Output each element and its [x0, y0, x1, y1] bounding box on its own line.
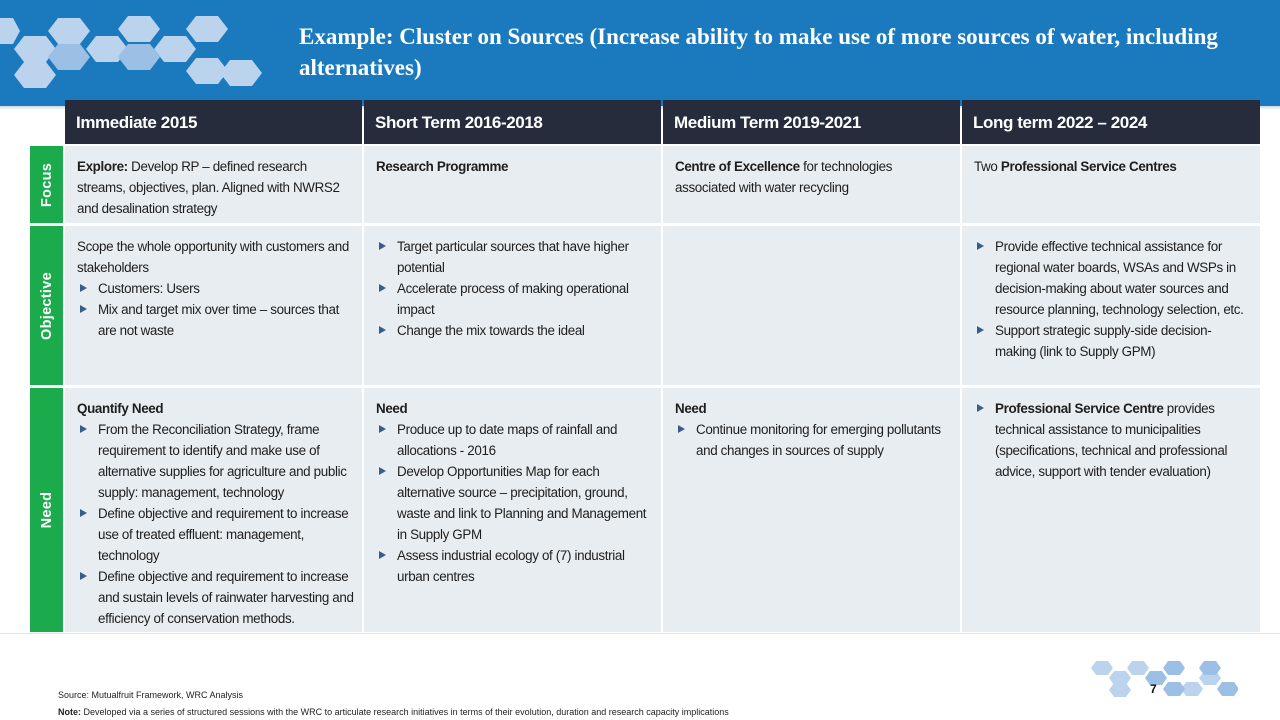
row-label-objective: Objective [30, 226, 63, 385]
source-note: Source: Mutualfruit Framework, WRC Analy… [58, 690, 244, 700]
list-item: Accelerate process of making operational… [376, 278, 653, 320]
list-item: Assess industrial ecology of (7) industr… [376, 545, 653, 587]
list-item: From the Reconciliation Strategy, frame … [77, 419, 354, 503]
hexagon-footer-decoration-icon [1091, 661, 1238, 697]
divider [0, 633, 1280, 634]
need-psc-text: provides technical assistance to municip… [995, 401, 1228, 479]
list-item: Customers: Users [77, 278, 354, 299]
row-label-text: Objective [38, 271, 55, 340]
objective-cell-short-term: Target particular sources that have high… [364, 226, 661, 385]
focus-cell-immediate: Explore: Develop RP – defined research s… [65, 146, 362, 223]
list-item: Change the mix towards the ideal [376, 320, 653, 341]
objective-intro: Scope the whole opportunity with custome… [77, 239, 349, 275]
list-item: Continue monitoring for emerging polluta… [675, 419, 952, 461]
need-heading: Need [675, 398, 952, 419]
footnote: Note: Developed via a series of structur… [58, 707, 729, 717]
column-header-medium-term: Medium Term 2019-2021 [663, 100, 960, 144]
list-item: Produce up to date maps of rainfall and … [376, 419, 653, 461]
row-label-text: Need [38, 491, 55, 529]
focus-cell-long-term: Two Professional Service Centres [962, 146, 1260, 223]
focus-cell-short-term: Research Programme [364, 146, 661, 223]
page-number: 7 [1150, 682, 1157, 696]
objective-cell-long-term: Provide effective technical assistance f… [962, 226, 1260, 385]
need-heading-text: Quantify Need [77, 401, 164, 416]
need-heading: Need [376, 398, 653, 419]
row-label-text: Focus [38, 162, 55, 207]
need-heading-text: Need [376, 401, 408, 416]
list-item: Define objective and requirement to incr… [77, 503, 354, 566]
need-cell-medium-term: Need Continue monitoring for emerging po… [663, 388, 960, 632]
focus-centre-of-excellence: Centre of Excellence [675, 159, 800, 174]
list-item: Target particular sources that have high… [376, 236, 653, 278]
column-header-short-term: Short Term 2016-2018 [364, 100, 661, 144]
note-label: Note: [58, 707, 81, 717]
column-header-immediate: Immediate 2015 [65, 100, 362, 144]
column-header-long-term: Long term 2022 – 2024 [962, 100, 1260, 144]
need-heading: Quantify Need [77, 398, 354, 419]
focus-professional-service-centres: Professional Service Centres [1000, 159, 1177, 174]
list-item: Provide effective technical assistance f… [974, 236, 1252, 320]
need-professional-service-centre: Professional Service Centre [995, 401, 1164, 416]
focus-centre-text: for technologies associated with water r… [675, 159, 893, 195]
note-text: Developed via a series of structured ses… [81, 707, 729, 717]
focus-explore-label: Explore: [77, 159, 128, 174]
list-item: Define objective and requirement to incr… [77, 566, 354, 629]
focus-research-programme: Research Programme [376, 159, 509, 174]
objective-cell-medium-term [663, 226, 960, 385]
need-cell-short-term: Need Produce up to date maps of rainfall… [364, 388, 661, 632]
objective-cell-immediate: Scope the whole opportunity with custome… [65, 226, 362, 385]
focus-cell-medium-term: Centre of Excellence for technologies as… [663, 146, 960, 223]
list-item: Mix and target mix over time – sources t… [77, 299, 354, 341]
need-cell-long-term: Professional Service Centre provides tec… [962, 388, 1260, 632]
row-label-focus: Focus [30, 146, 63, 223]
list-item: Professional Service Centre provides tec… [974, 398, 1252, 482]
need-cell-immediate: Quantify Need From the Reconciliation St… [65, 388, 362, 632]
row-label-need: Need [30, 388, 63, 632]
list-item: Support strategic supply-side decision-m… [974, 320, 1252, 362]
list-item: Develop Opportunities Map for each alter… [376, 461, 653, 545]
slide-title: Example: Cluster on Sources (Increase ab… [299, 24, 1218, 80]
need-heading-text: Need [675, 401, 707, 416]
focus-explore-text: Develop RP – defined research streams, o… [77, 159, 340, 216]
focus-two-prefix: Two [974, 159, 1001, 174]
hexagon-cluster-logo-icon [0, 16, 262, 88]
